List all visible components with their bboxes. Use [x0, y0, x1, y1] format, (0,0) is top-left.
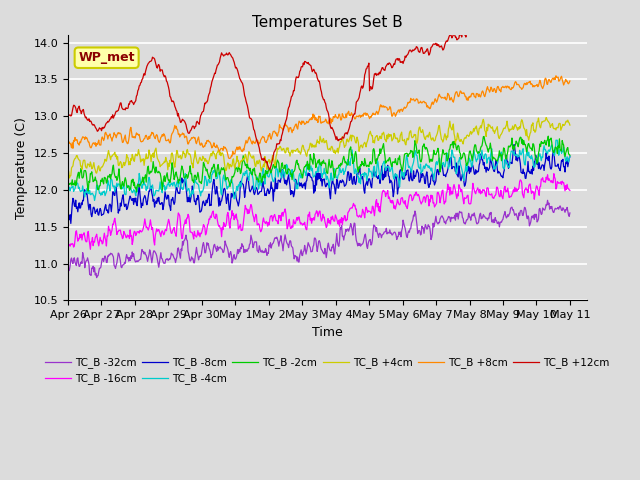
TC_B -4cm: [395, 179, 403, 185]
TC_B -8cm: [74, 209, 82, 215]
TC_B -8cm: [177, 184, 184, 190]
TC_B -4cm: [380, 158, 388, 164]
TC_B -16cm: [86, 246, 94, 252]
TC_B +4cm: [542, 115, 550, 120]
TC_B -4cm: [553, 137, 561, 143]
TC_B -4cm: [73, 180, 81, 186]
Y-axis label: Temperature (C): Temperature (C): [15, 117, 28, 219]
TC_B -8cm: [395, 184, 403, 190]
Line: TC_B +8cm: TC_B +8cm: [68, 76, 570, 158]
TC_B -8cm: [64, 219, 72, 225]
TC_B -8cm: [125, 196, 133, 202]
TC_B -4cm: [203, 183, 211, 189]
TC_B +4cm: [380, 132, 388, 138]
TC_B +12cm: [380, 67, 388, 73]
TC_B +8cm: [552, 73, 560, 79]
TC_B +12cm: [176, 116, 184, 122]
TC_B -8cm: [203, 200, 211, 206]
TC_B +4cm: [64, 168, 72, 173]
TC_B -2cm: [132, 189, 140, 195]
Line: TC_B -32cm: TC_B -32cm: [68, 200, 570, 277]
TC_B -16cm: [73, 233, 81, 239]
TC_B -8cm: [566, 154, 573, 160]
TC_B -16cm: [550, 171, 557, 177]
TC_B +12cm: [395, 56, 403, 61]
TC_B +8cm: [380, 105, 388, 110]
TC_B -2cm: [395, 156, 403, 162]
Title: Temperatures Set B: Temperatures Set B: [252, 15, 403, 30]
TC_B +8cm: [176, 134, 184, 140]
TC_B -4cm: [177, 177, 184, 183]
TC_B +12cm: [73, 109, 81, 115]
TC_B -4cm: [64, 187, 72, 193]
TC_B -32cm: [566, 210, 573, 216]
TC_B -32cm: [380, 229, 388, 235]
TC_B -16cm: [395, 201, 403, 207]
Legend: TC_B -32cm, TC_B -16cm, TC_B -8cm, TC_B -4cm, TC_B -2cm, TC_B +4cm, TC_B +8cm, T: TC_B -32cm, TC_B -16cm, TC_B -8cm, TC_B …: [41, 353, 614, 389]
TC_B -2cm: [64, 182, 72, 188]
TC_B -8cm: [510, 142, 518, 147]
TC_B +4cm: [566, 122, 573, 128]
Line: TC_B -16cm: TC_B -16cm: [68, 174, 570, 249]
TC_B -16cm: [203, 226, 211, 232]
TC_B +12cm: [125, 101, 132, 107]
TC_B -32cm: [125, 255, 133, 261]
TC_B -32cm: [544, 197, 552, 203]
TC_B -4cm: [125, 184, 133, 190]
TC_B -8cm: [380, 175, 388, 181]
TC_B +8cm: [395, 107, 403, 113]
TC_B +8cm: [73, 137, 81, 143]
TC_B +4cm: [74, 155, 82, 161]
TC_B +8cm: [64, 142, 72, 148]
Line: TC_B -8cm: TC_B -8cm: [68, 144, 570, 224]
TC_B +12cm: [64, 112, 72, 118]
TC_B +4cm: [203, 157, 211, 163]
TC_B +12cm: [266, 167, 273, 173]
TC_B -4cm: [566, 153, 573, 159]
TC_B -2cm: [380, 148, 388, 154]
TC_B -16cm: [380, 189, 388, 194]
Text: WP_met: WP_met: [78, 51, 135, 64]
TC_B -2cm: [125, 183, 132, 189]
TC_B +4cm: [125, 159, 133, 165]
TC_B -32cm: [93, 275, 100, 280]
TC_B +8cm: [566, 78, 573, 84]
TC_B -2cm: [73, 175, 81, 180]
TC_B -32cm: [395, 229, 403, 235]
TC_B +4cm: [177, 153, 184, 158]
TC_B -4cm: [91, 198, 99, 204]
TC_B -2cm: [177, 173, 184, 179]
TC_B -8cm: [67, 221, 75, 227]
TC_B -32cm: [64, 266, 72, 272]
TC_B -32cm: [177, 255, 184, 261]
TC_B -16cm: [125, 236, 133, 241]
TC_B -2cm: [566, 152, 573, 158]
TC_B -2cm: [545, 133, 552, 139]
TC_B +8cm: [225, 156, 233, 161]
TC_B -32cm: [73, 256, 81, 262]
Line: TC_B +4cm: TC_B +4cm: [68, 118, 570, 178]
TC_B -2cm: [203, 167, 211, 172]
TC_B +4cm: [395, 138, 403, 144]
TC_B -16cm: [177, 219, 184, 225]
Line: TC_B -2cm: TC_B -2cm: [68, 136, 570, 192]
TC_B -16cm: [566, 188, 573, 193]
Line: TC_B +12cm: TC_B +12cm: [68, 0, 570, 170]
TC_B +8cm: [125, 137, 132, 143]
X-axis label: Time: Time: [312, 325, 342, 338]
TC_B -16cm: [64, 241, 72, 247]
TC_B -32cm: [203, 240, 211, 246]
TC_B +4cm: [65, 175, 73, 181]
Line: TC_B -4cm: TC_B -4cm: [68, 140, 570, 201]
TC_B +12cm: [202, 99, 210, 105]
TC_B +8cm: [202, 141, 210, 146]
